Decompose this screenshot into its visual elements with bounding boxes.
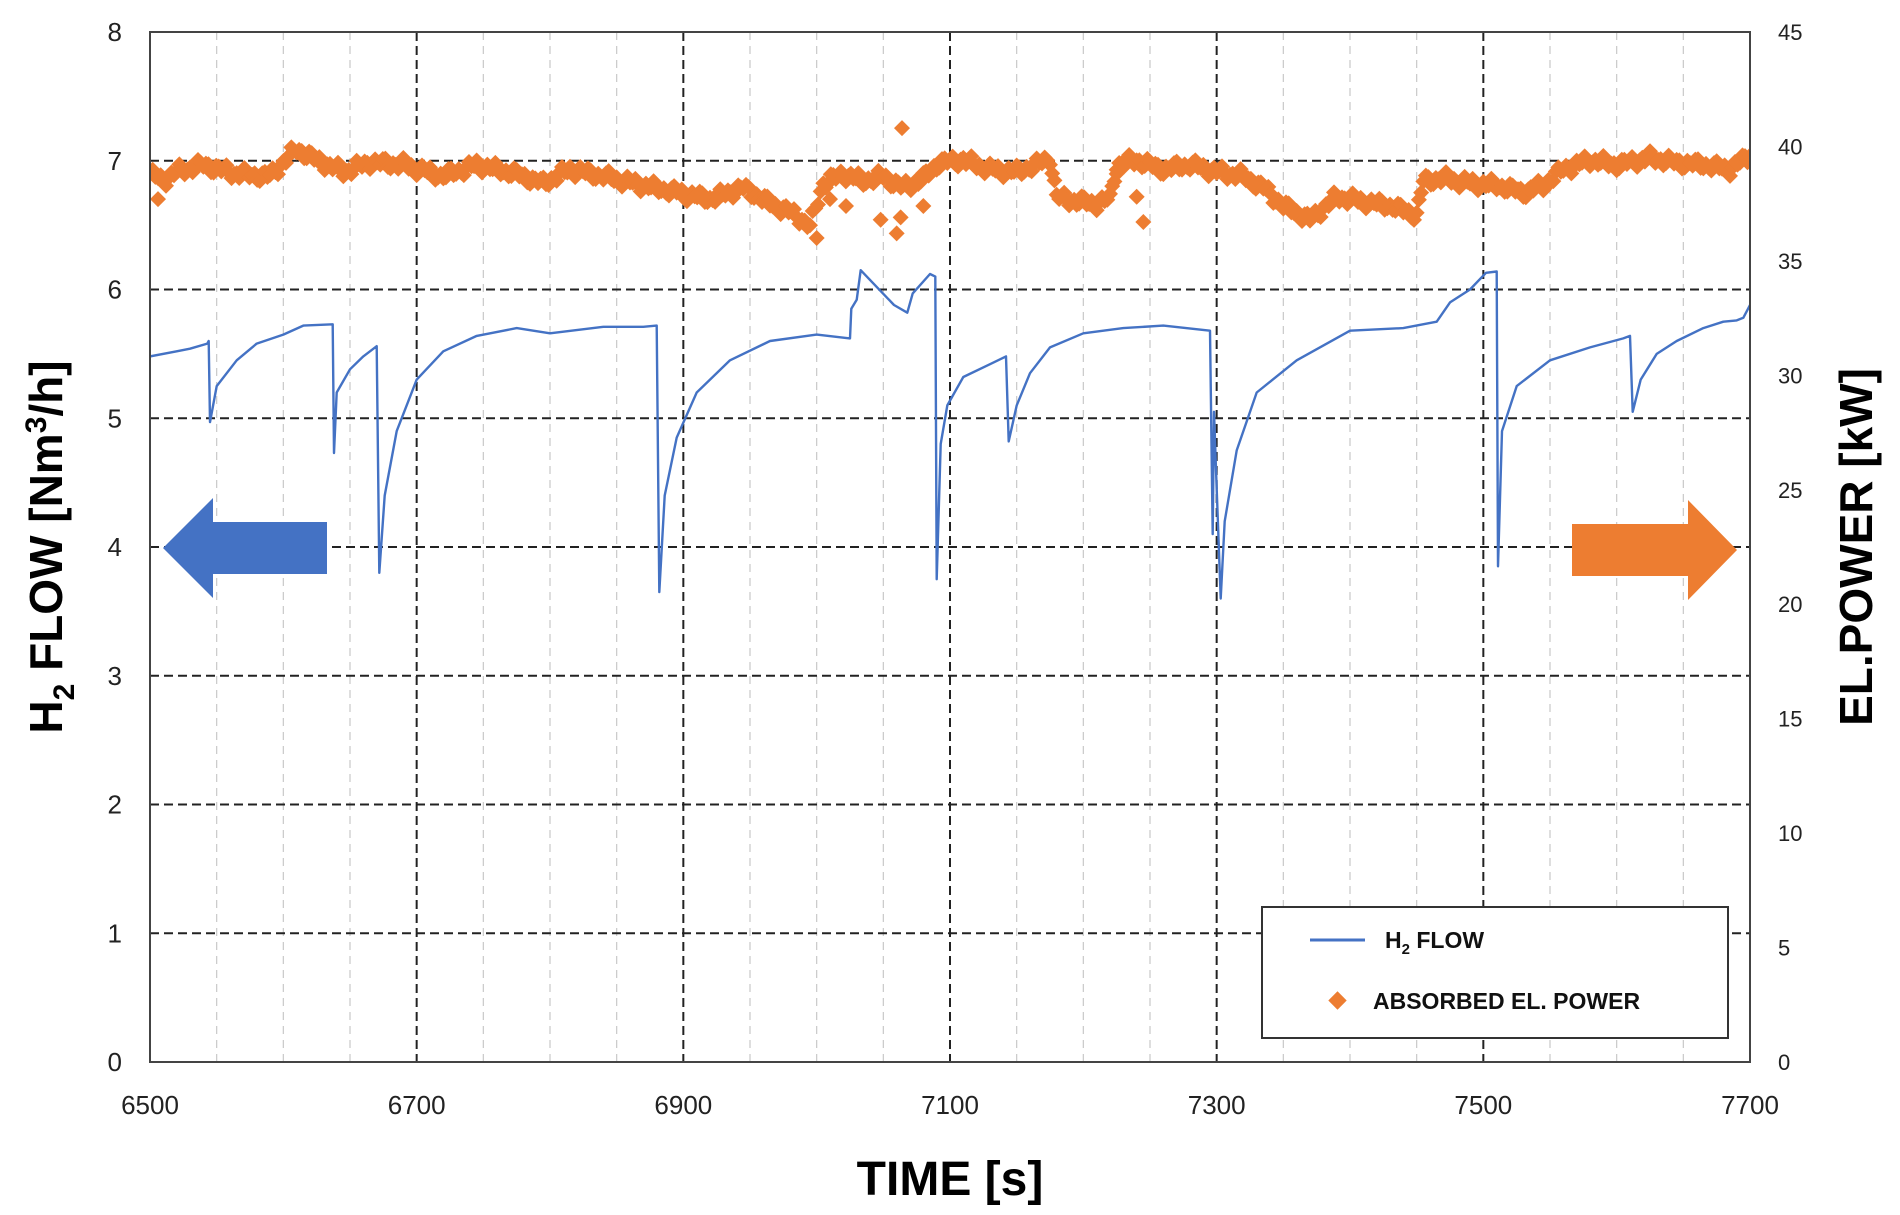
power-marker <box>808 230 825 246</box>
y-left-tick-label: 4 <box>108 532 122 562</box>
x-tick-labels: 6500 6700 6900 7100 7300 7500 7700 <box>121 1090 1779 1120</box>
x-tick-label: 7100 <box>921 1090 979 1120</box>
power-marker <box>915 197 932 214</box>
power-series <box>150 120 1750 246</box>
y-right-tick-labels: 0 5 10 15 20 25 30 35 40 45 <box>1778 20 1802 1075</box>
legend: H2 FLOW ABSORBED EL. POWER <box>1261 906 1729 1039</box>
y-left-tick-label: 2 <box>108 790 122 820</box>
y-left-tick-label: 1 <box>108 918 122 948</box>
y-left-tick-label: 5 <box>108 403 122 433</box>
legend-h2-flow-label: H2 FLOW <box>1385 927 1484 958</box>
power-marker <box>150 191 166 208</box>
power-marker <box>1108 165 1125 182</box>
x-tick-label: 7300 <box>1188 1090 1246 1120</box>
legend-diamond-swatch <box>1328 991 1347 1010</box>
y-right-tick-label: 45 <box>1778 20 1802 45</box>
y-left-axis-title: H2 FLOW [Nm3/h] <box>20 360 81 733</box>
y-right-tick-label: 10 <box>1778 821 1802 846</box>
y-left-tick-label: 6 <box>108 275 122 305</box>
y-right-tick-label: 20 <box>1778 592 1802 617</box>
x-tick-label: 6500 <box>121 1090 179 1120</box>
power-marker <box>1128 188 1145 205</box>
legend-power-label: ABSORBED EL. POWER <box>1373 988 1640 1014</box>
y-right-tick-label: 30 <box>1778 363 1802 388</box>
y-left-tick-label: 0 <box>108 1047 122 1077</box>
right-axis-arrow <box>1572 500 1737 600</box>
x-tick-label: 7700 <box>1721 1090 1779 1120</box>
left-axis-arrow <box>163 498 327 598</box>
power-marker <box>1135 213 1152 230</box>
power-marker <box>810 196 826 213</box>
power-marker <box>894 120 910 137</box>
x-tick-label: 7500 <box>1454 1090 1512 1120</box>
power-marker <box>888 225 905 242</box>
legend-box <box>1261 906 1729 1039</box>
h2-flow-series <box>150 269 1750 600</box>
y-left-tick-labels: 0 1 2 3 4 5 6 7 8 <box>108 17 122 1077</box>
y-right-tick-label: 25 <box>1778 478 1802 503</box>
y-left-tick-label: 3 <box>108 661 122 691</box>
power-marker <box>1408 204 1425 221</box>
power-marker <box>872 211 889 228</box>
y-right-axis-title: EL.POWER [kW] <box>1830 368 1882 726</box>
plot-border <box>149 31 1751 1063</box>
power-marker <box>822 191 838 208</box>
power-marker <box>1742 147 1750 164</box>
power-marker <box>1413 184 1430 201</box>
power-marker <box>1046 172 1063 189</box>
y-right-tick-label: 5 <box>1778 936 1790 961</box>
power-marker <box>802 217 818 234</box>
power-marker <box>892 209 909 226</box>
h2-flow-line <box>150 269 1750 600</box>
y-left-tick-label: 7 <box>108 146 122 176</box>
y-right-tick-label: 40 <box>1778 134 1802 159</box>
y-right-tick-label: 0 <box>1778 1050 1790 1075</box>
y-right-tick-label: 15 <box>1778 707 1802 732</box>
x-axis-title: TIME [s] <box>857 1153 1044 1206</box>
x-tick-label: 6700 <box>388 1090 446 1120</box>
power-marker <box>838 197 854 214</box>
y-right-tick-label: 35 <box>1778 249 1802 274</box>
power-marker <box>955 149 972 166</box>
y-left-tick-label: 8 <box>108 17 122 47</box>
power-marker <box>902 179 918 196</box>
x-tick-label: 6900 <box>654 1090 712 1120</box>
